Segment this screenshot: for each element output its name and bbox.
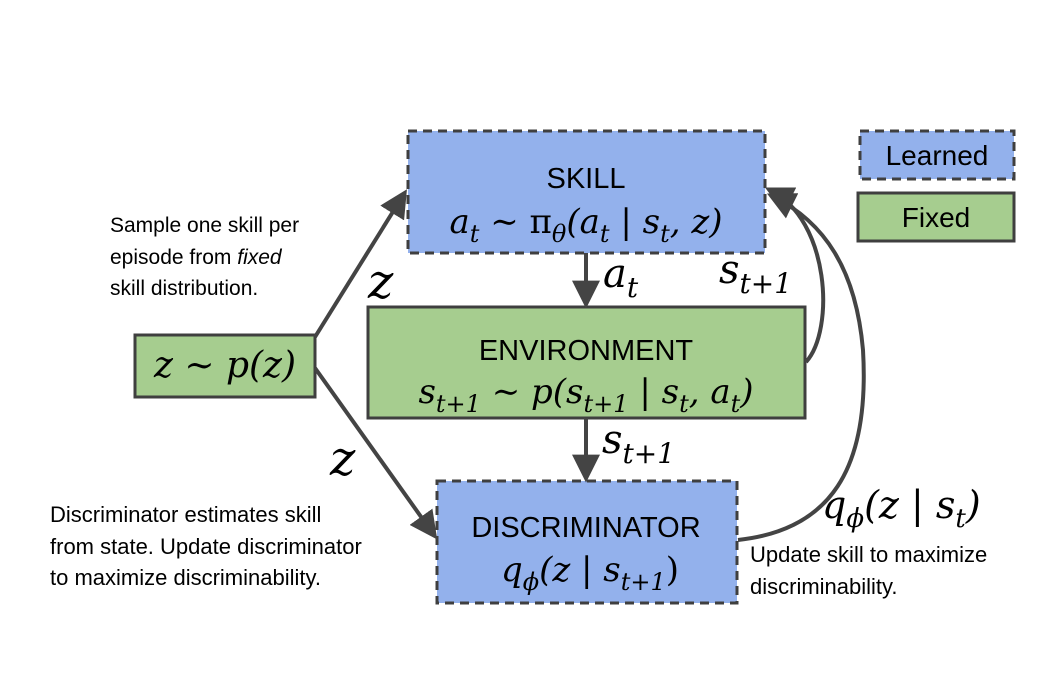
skill-policy-equation: at ∼ πθ(at | st, z)	[449, 202, 722, 248]
environment-box	[366, 305, 807, 420]
arrow-prior-to-skill	[313, 189, 407, 339]
prior-box	[133, 333, 317, 399]
arrow-discriminator-to-skill-reward	[737, 193, 866, 542]
edge-label-reward: qϕ(z | st)	[822, 483, 981, 534]
environment-dynamics-equation: st+1 ∼ p(st+1 | st, at)	[418, 372, 753, 418]
skill-box	[406, 129, 767, 255]
edge-label-z-upper: z	[367, 254, 394, 310]
edge-label-z-lower: z	[329, 431, 356, 487]
note-discriminator: Discriminator estimates skill from state…	[50, 502, 368, 590]
edge-label-next-state-right: st+1	[719, 247, 792, 300]
edge-label-next-state-down: st+1	[602, 417, 675, 470]
edge-label-action: at	[603, 251, 639, 304]
arrow-prior-to-discriminator	[313, 366, 438, 540]
legend-fixed-swatch	[856, 191, 1016, 243]
prior-equation: z ∼ p(z)	[153, 345, 296, 386]
legend-learned-label: Learned	[886, 140, 989, 171]
note-update-skill: Update skill to maximize discriminabilit…	[750, 542, 993, 599]
skill-title: SKILL	[547, 163, 626, 195]
legend-fixed-label: Fixed	[902, 202, 970, 233]
legend-learned-swatch	[858, 129, 1016, 181]
note-sample-skill: Sample one skill per episode from fixed …	[110, 214, 305, 300]
environment-title: ENVIRONMENT	[479, 335, 694, 367]
discriminator-title: DISCRIMINATOR	[471, 512, 700, 544]
discriminator-equation: qϕ(z | st+1)	[501, 550, 679, 596]
